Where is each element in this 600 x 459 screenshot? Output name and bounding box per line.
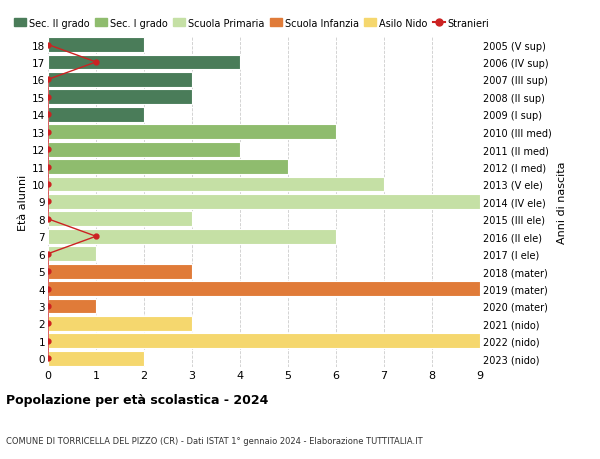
Bar	[48, 316, 192, 331]
Bar	[48, 160, 288, 174]
Bar	[48, 212, 192, 227]
Bar	[48, 177, 384, 192]
Bar	[48, 125, 336, 140]
Legend: Sec. II grado, Sec. I grado, Scuola Primaria, Scuola Infanzia, Asilo Nido, Stran: Sec. II grado, Sec. I grado, Scuola Prim…	[14, 18, 490, 28]
Bar	[48, 281, 480, 297]
Bar	[48, 38, 144, 53]
Bar	[48, 195, 480, 209]
Bar	[48, 299, 96, 313]
Bar	[48, 334, 480, 348]
Bar	[48, 56, 240, 70]
Bar	[48, 264, 192, 279]
Bar	[48, 90, 192, 105]
Y-axis label: Età alunni: Età alunni	[18, 174, 28, 230]
Bar	[48, 73, 192, 88]
Text: Popolazione per età scolastica - 2024: Popolazione per età scolastica - 2024	[6, 393, 268, 406]
Bar	[48, 230, 336, 244]
Text: COMUNE DI TORRICELLA DEL PIZZO (CR) - Dati ISTAT 1° gennaio 2024 - Elaborazione : COMUNE DI TORRICELLA DEL PIZZO (CR) - Da…	[6, 436, 422, 445]
Bar	[48, 107, 144, 123]
Bar	[48, 142, 240, 157]
Y-axis label: Anni di nascita: Anni di nascita	[557, 161, 567, 243]
Bar	[48, 247, 96, 262]
Bar	[48, 351, 144, 366]
